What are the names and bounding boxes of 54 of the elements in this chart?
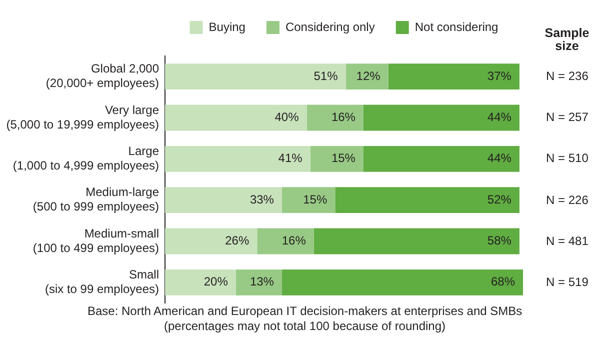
text: (percentages may not total 100 because of rounding) [164,319,446,334]
bar [282,187,336,214]
data-label: 68% [490,274,516,289]
legend-label: Considering only [285,20,375,34]
data-label: 15% [331,151,356,166]
data-label: 58% [487,234,512,248]
text: N = 226 [546,192,588,208]
data-label: 15% [303,192,328,206]
data-label: 12% [356,68,381,83]
data-label: 40% [274,110,300,124]
bar [165,187,282,214]
bar [165,64,346,90]
y-tick-label: Medium-small (100 to 499 employees) [32,226,159,255]
data-label: 52% [487,192,512,206]
legend-label: Buying [208,20,246,34]
text: N = 236 [546,69,588,84]
bar [165,104,307,131]
bar [346,64,388,90]
data-label: 13% [250,274,274,289]
data-label: 37% [487,68,512,83]
bar [314,228,520,254]
text: N = 519 [546,274,588,290]
text: N = 481 [546,234,588,249]
y-tick-label: Small (six to 99 employees) [44,268,160,296]
data-label: 44% [487,151,512,166]
bar [388,64,520,90]
text: N = 510 [546,151,588,166]
bar [335,187,520,214]
bar [363,104,520,131]
data-label: 41% [278,151,303,166]
y-tick-label: Global 2,000 (20,000+ employees) [46,62,160,90]
bar [165,146,310,172]
data-label: 44% [487,110,512,124]
bar [363,146,520,172]
bar [310,146,364,172]
text: Sample size [544,26,590,53]
y-tick-label: Very large (5,000 to 19,999 employees) [6,102,160,132]
y-tick-label: Medium-large (500 to 999 employees) [32,185,160,214]
bar [282,269,523,296]
data-label: 16% [282,234,306,248]
text: Base: North American and European IT decision-makers at enterprises and SMBs [88,304,522,319]
bar [165,269,236,296]
legend-label: Not considering [414,20,498,34]
text: N = 257 [546,110,588,126]
data-label: 33% [250,192,274,206]
bar [165,228,258,254]
data-label: 20% [204,274,228,289]
data-label: 26% [225,234,250,248]
y-tick-label: Large (1,000 to 4,999 employees) [12,144,160,172]
data-label: 16% [331,110,356,124]
bar [236,269,282,296]
bar [306,104,364,131]
bar [257,228,314,254]
data-label: 51% [314,68,338,83]
